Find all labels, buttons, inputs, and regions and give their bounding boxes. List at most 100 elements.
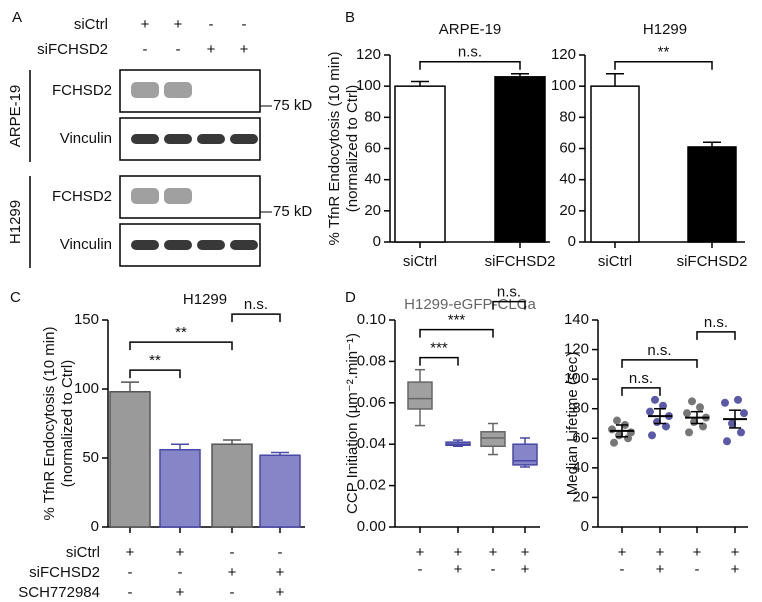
blot-band [164,240,192,250]
sign: - [620,561,625,578]
point [699,422,707,431]
sign: + [416,544,425,561]
point [608,425,616,434]
annotation: n.s. [629,370,653,387]
y-axis-label: % TfnR Endocytosis (10 min) [326,52,343,246]
bar [394,85,446,243]
y-tick-label: 0 [91,518,99,535]
point [688,397,696,406]
blot-label: FCHSD2 [52,188,112,205]
y-tick-label: 100 [74,380,99,397]
sign: + [656,561,665,578]
bracket [129,369,181,379]
blot-band [164,82,192,98]
sign: + [240,41,249,58]
point [683,409,691,418]
sign: + [228,564,237,581]
blot-label: Vinculin [60,236,112,253]
y-axis-label: Median Lifetime (sec) [564,352,581,495]
point [734,395,742,404]
x-tick-label: siFCHSD2 [485,253,556,270]
y-tick-label: 120 [356,46,381,63]
annotation: n.s. [647,342,671,359]
y-tick-label: 140 [564,311,589,328]
chart-title: H1299 [183,291,227,308]
blot-band [230,240,258,250]
point [662,422,670,431]
x-tick-label: siCtrl [598,253,632,270]
sign: + [207,41,216,58]
sign: + [176,544,185,561]
y-axis-label: (normalized to Ctrl) [59,360,76,488]
y-axis-label: CCP Initiation (µm⁻².min⁻¹) [344,333,361,514]
sign: + [454,561,463,578]
sign: + [521,561,530,578]
sign: - [695,561,700,578]
annotation: n.s. [704,314,728,331]
point [728,419,736,428]
annotation: n.s. [244,296,268,313]
sign: - [128,564,133,581]
blot-band [131,134,159,144]
blot-band [131,188,159,204]
y-tick-label: 80 [364,108,381,125]
bracket [621,359,698,368]
cell-line-label: H1299 [7,200,24,244]
y-tick-label: 0 [568,233,576,250]
y-tick-label: 120 [564,341,589,358]
y-axis-label: (normalized to Ctrl) [344,85,361,213]
y-tick-label: 0 [581,518,589,535]
y-tick-label: 80 [572,400,589,417]
box [512,443,538,466]
point [648,431,656,440]
bar [494,76,546,243]
point [685,428,693,437]
chart-title: H1299 [643,21,687,38]
point [696,403,704,412]
y-tick-label: 0.10 [357,311,386,328]
blot-label: FCHSD2 [52,82,112,99]
sign: + [174,16,183,33]
y-tick-label: 100 [551,77,576,94]
annotation: n.s. [458,44,482,61]
y-tick-label: 0.04 [357,435,386,452]
blot-band [164,134,192,144]
y-tick-label: 60 [364,139,381,156]
bracket [129,341,233,351]
y-tick-label: 150 [74,311,99,328]
point [613,416,621,425]
sign: - [176,41,181,58]
blot-band [197,240,225,250]
marker-label: 75 kD [273,97,312,114]
bracket [621,387,661,396]
point [659,401,667,410]
x-tick-label: siCtrl [403,253,437,270]
y-tick-label: 60 [572,429,589,446]
point [651,395,659,404]
sign: - [230,584,235,601]
y-tick-label: 0.06 [357,394,386,411]
sign: + [656,544,665,561]
chart-title: ARPE-19 [439,21,502,38]
sign: - [278,544,283,561]
bar [159,448,201,528]
y-tick-label: 40 [572,459,589,476]
bracket [419,60,521,70]
y-tick-label: 0.08 [357,352,386,369]
blot-band [131,82,159,98]
blot-band [131,240,159,250]
y-tick-label: 20 [559,202,576,219]
sign: - [143,41,148,58]
y-tick-label: 120 [551,46,576,63]
blot-label: Vinculin [60,130,112,147]
sign: - [418,561,423,578]
bracket [492,300,526,310]
sign: - [491,561,496,578]
bar [259,454,301,528]
y-tick-label: 60 [559,139,576,156]
chart-title: H1299-eGFP-CLCa [404,296,536,313]
sign: + [731,561,740,578]
y-tick-label: 80 [559,108,576,125]
annotation: *** [430,340,448,357]
